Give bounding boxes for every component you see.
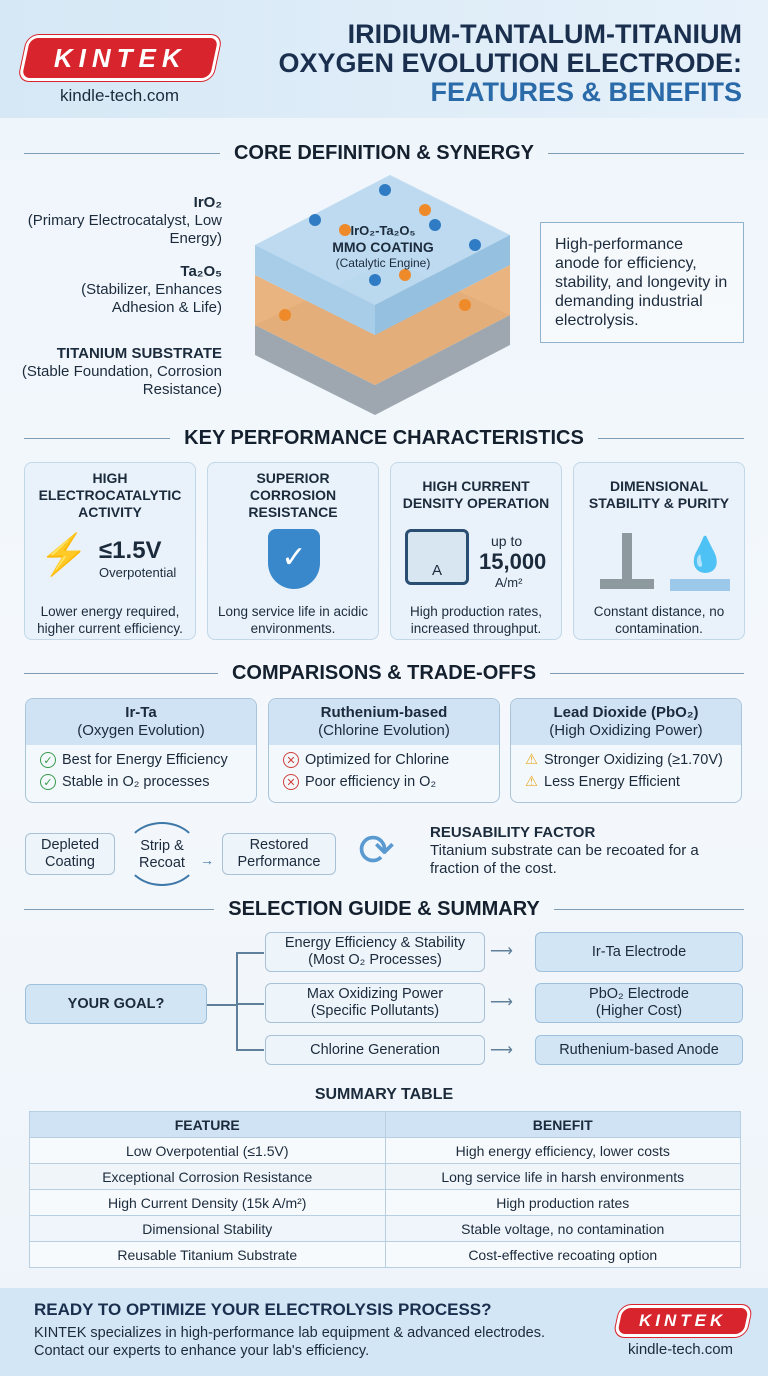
- section-comparisons-heading: COMPARISONS & TRADE-OFFS: [24, 662, 744, 685]
- cycle-step-depleted: Depleted Coating: [25, 833, 115, 875]
- result-ir-ta: Ir-Ta Electrode: [535, 932, 743, 972]
- section-kpc-heading: KEY PERFORMANCE CHARACTERISTICS: [24, 427, 744, 450]
- ammeter-icon: A: [405, 529, 469, 585]
- arrow-right-icon: ⟶: [490, 1042, 513, 1059]
- shield-check-icon: ✓: [268, 529, 320, 589]
- x-circle-icon: ✕: [283, 774, 299, 790]
- kintek-logo[interactable]: KINTEK: [21, 38, 219, 78]
- reusability-factor: REUSABILITY FACTOR Titanium substrate can…: [430, 824, 699, 877]
- table-row: Reusable Titanium Substrate Cost-effectiv…: [29, 1241, 741, 1268]
- cycle-step-restored: Restored Performance: [222, 833, 336, 875]
- comparison-card-ruthenium: Ruthenium-based (Chlorine Evolution) ✕ Opt…: [268, 698, 500, 803]
- summary-table: FEATURE BENEFIT Low Overpotential (≤1.5V)…: [29, 1111, 741, 1268]
- your-goal-box: YOUR GOAL?: [25, 984, 207, 1024]
- core-callout: High-performance anode for efficiency, s…: [540, 222, 744, 343]
- kpc-card: HIGH ELECTROCATALYTIC ACTIVITY ⚡ ≤1.5V O…: [24, 462, 196, 640]
- kpc-card: DIMENSIONAL STABILITY & PURITY 💧 Constan…: [573, 462, 745, 640]
- cycle-step-recoat: Strip & Recoat: [139, 838, 185, 871]
- x-circle-icon: ✕: [283, 752, 299, 768]
- iro2-label: IrO₂ (Primary Electrocatalyst, Low Energy…: [27, 194, 222, 247]
- footer-kintek-logo[interactable]: KINTEK: [617, 1308, 749, 1334]
- goal-option[interactable]: Max Oxidizing Power (Specific Pollutants): [265, 983, 485, 1023]
- svg-text:MMO COATING: MMO COATING: [332, 239, 434, 255]
- section-core-heading: CORE DEFINITION & SYNERGY: [24, 142, 744, 165]
- svg-text:(Catalytic Engine): (Catalytic Engine): [336, 256, 431, 270]
- titanium-layer: [255, 315, 510, 415]
- check-circle-icon: ✓: [40, 774, 56, 790]
- kpc-card: SUPERIOR CORROSION RESISTANCE ✓ Long ser…: [207, 462, 379, 640]
- footer-site-link[interactable]: kindle-tech.com: [628, 1341, 734, 1358]
- arrow-right-icon: ⟶: [490, 994, 513, 1011]
- iro2-layer: [255, 175, 510, 305]
- ta2o5-layer: [255, 265, 510, 385]
- summary-heading: SUMMARY TABLE: [314, 1086, 454, 1103]
- page-title: IRIDIUM-TANTALUM-TITANIUM OXYGEN EVOLUTIO…: [278, 19, 742, 107]
- electrode-layers-diagram: IrO₂-Ta₂O₅ MMO COATING (Catalytic Engine…: [255, 175, 510, 415]
- goal-option[interactable]: Energy Efficiency & Stability (Most O₂ Pr…: [265, 932, 485, 972]
- recoat-cycle-icon: [124, 822, 200, 886]
- footer-headline: READY TO OPTIMIZE YOUR ELECTROLYSIS PROC…: [34, 1300, 492, 1319]
- comparison-card-ir-ta: Ir-Ta (Oxygen Evolution) ✓ Best for Energy…: [25, 698, 257, 803]
- kpc-card: HIGH CURRENT DENSITY OPERATION A up to 1…: [390, 462, 562, 640]
- goal-option[interactable]: Chlorine Generation: [265, 1035, 485, 1065]
- table-row: Low Overpotential (≤1.5V) High energy eff…: [29, 1137, 741, 1164]
- arrow-right-icon: →: [200, 852, 214, 868]
- table-row: Dimensional Stability Stable voltage, no …: [29, 1215, 741, 1242]
- electrode-droplet-icon: [600, 533, 656, 591]
- recycle-icon: ⟳: [358, 826, 395, 875]
- site-link[interactable]: kindle-tech.com: [60, 86, 180, 105]
- arrow-right-icon: ⟶: [490, 943, 513, 960]
- ta2o5-label: Ta₂O₅ (Stabilizer, Enhances Adhesion & Li…: [81, 263, 222, 316]
- table-row: Exceptional Corrosion Resistance Long ser…: [29, 1163, 741, 1190]
- comparison-card-pbo2: Lead Dioxide (PbO₂) (High Oxidizing Power…: [510, 698, 742, 803]
- warning-icon: ⚠: [525, 752, 538, 768]
- result-pbo2: PbO₂ Electrode (Higher Cost): [535, 983, 743, 1023]
- warning-icon: ⚠: [525, 774, 538, 790]
- section-selection-heading: SELECTION GUIDE & SUMMARY: [24, 898, 744, 921]
- check-circle-icon: ✓: [40, 752, 56, 768]
- svg-text:IrO₂-Ta₂O₅: IrO₂-Ta₂O₅: [351, 223, 416, 238]
- table-row: High Current Density (15k A/m²) High prod…: [29, 1189, 741, 1216]
- footer-text: KINTEK specializes in high-performance l…: [34, 1325, 545, 1359]
- substrate-label: TITANIUM SUBSTRATE (Stable Foundation, Co…: [21, 345, 222, 398]
- result-ruthenium: Ruthenium-based Anode: [535, 1035, 743, 1065]
- lightning-icon: ⚡: [39, 533, 89, 577]
